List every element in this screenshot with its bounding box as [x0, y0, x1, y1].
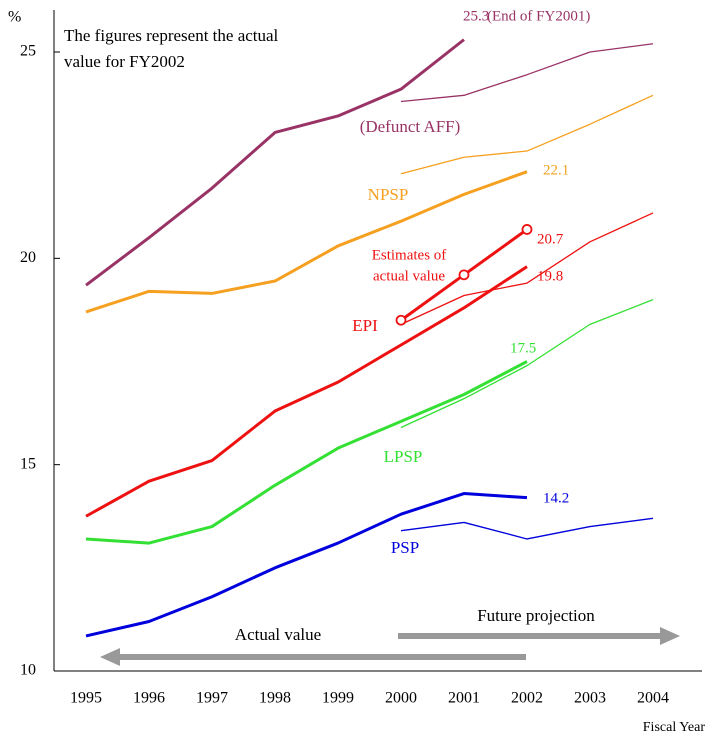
series-name: (Defunct AFF) — [360, 117, 461, 136]
future-arrowhead — [660, 627, 680, 645]
future-label: Future projection — [477, 606, 595, 625]
x-tick-label: 1999 — [322, 690, 354, 707]
y-tick-label: 20 — [20, 249, 36, 266]
x-tick-label: 2001 — [448, 690, 480, 707]
value-label: 20.7 — [537, 231, 564, 247]
value-label: 14.2 — [543, 490, 569, 506]
x-tick-label: 2003 — [574, 690, 606, 707]
series-line — [85, 492, 528, 638]
marker — [458, 269, 470, 281]
note: value for FY2002 — [64, 52, 185, 71]
series-line — [400, 298, 654, 429]
x-axis-label: Fiscal Year — [643, 720, 706, 734]
series-name: actual value — [373, 268, 445, 284]
x-tick-label: 2000 — [385, 690, 417, 707]
x-tick-label: 1998 — [259, 690, 291, 707]
x-tick-label: 2004 — [637, 690, 669, 707]
series-name: EPI — [352, 316, 378, 335]
series-line — [85, 360, 528, 545]
y-tick-label: 15 — [20, 455, 36, 472]
marker — [521, 224, 533, 235]
y-axis-label: % — [8, 9, 21, 26]
x-tick-label: 2002 — [511, 690, 543, 707]
value-label: 19.8 — [537, 268, 563, 284]
end-note: (End of FY2001) — [487, 8, 590, 24]
x-tick-label: 1995 — [70, 690, 102, 707]
series-line — [85, 265, 528, 518]
y-tick-label: 10 — [20, 662, 36, 679]
y-tick-label: 25 — [20, 43, 36, 60]
actual-arrowhead — [100, 648, 120, 666]
x-tick-label: 1996 — [133, 690, 165, 707]
series-line — [400, 94, 654, 175]
note: The figures represent the actual — [64, 26, 279, 45]
actual-label: Actual value — [235, 625, 321, 644]
series-name: PSP — [391, 538, 419, 557]
series-line — [400, 517, 654, 540]
value-label: 22.1 — [543, 162, 569, 178]
series-line — [85, 38, 465, 287]
value-label: 17.5 — [510, 340, 536, 356]
value-label: 25.3 — [463, 8, 489, 24]
marker — [395, 314, 407, 326]
series-name: Estimates of — [372, 247, 447, 263]
series-name: LPSP — [384, 447, 423, 466]
x-tick-label: 1997 — [196, 690, 228, 707]
series-name: NPSP — [368, 185, 409, 204]
series-line — [400, 43, 654, 103]
series-line — [400, 212, 654, 325]
series-line — [85, 170, 528, 314]
